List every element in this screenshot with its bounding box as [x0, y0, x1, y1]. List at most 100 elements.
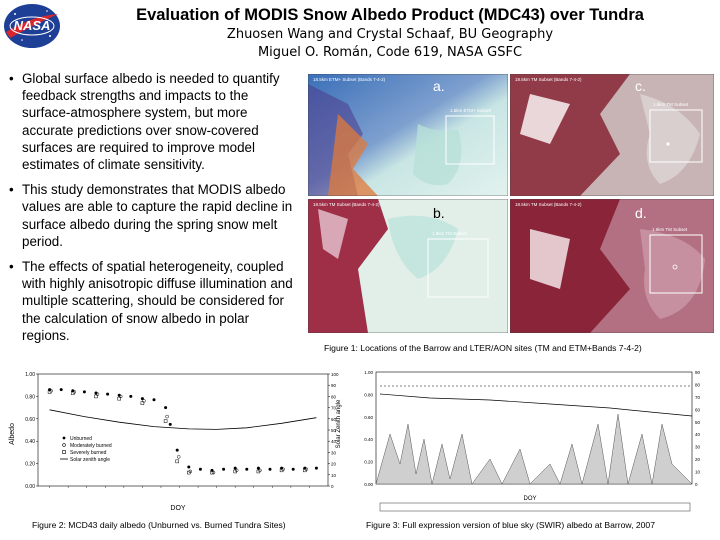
point-severely-burned — [303, 468, 307, 473]
figure2-legend: Unburned Moderately burned Severely burn… — [60, 436, 112, 463]
y2-tick-label: 60 — [695, 407, 701, 412]
bullet-item: The effects of spatial heterogeneity, co… — [8, 258, 300, 344]
point-unburned — [94, 391, 98, 395]
bullet-item: Global surface albedo is needed to quant… — [8, 70, 300, 173]
point-severely-burned — [71, 391, 75, 395]
point-unburned — [129, 394, 133, 398]
satellite-panel-caption: 18.5km TM Subset (Bands 7-4-2) — [313, 202, 380, 207]
legend-entry: Moderately burned — [70, 443, 112, 449]
satellite-panel-label: a. — [433, 78, 445, 94]
y2-axis-label: Solar Zenith angle — [336, 399, 342, 448]
point-severely-burned — [210, 470, 214, 475]
bullet-item: This study demonstrates that MODIS albed… — [8, 181, 300, 250]
y2-tick-label: 30 — [695, 445, 701, 450]
point-severely-burned — [175, 459, 179, 464]
point-unburned — [168, 422, 172, 426]
figure3-chart: 0.00 0.20 0.40 0.60 0.80 1.00 0 10 20 30 40 50 60 70… — [364, 370, 701, 512]
y-tick-label: 0.80 — [364, 392, 373, 397]
y-tick-label: 0.00 — [25, 484, 35, 490]
y-axis-label: Albedo — [9, 423, 16, 445]
point-unburned — [222, 467, 226, 471]
satellite-panel-c: 1.5km TM Subset 18.5km TM Subset (Bands … — [509, 73, 715, 197]
svg-text:1.5km ETM+ Subset: 1.5km ETM+ Subset — [450, 108, 492, 113]
legend-entry: Solar zenith angle — [70, 457, 110, 463]
y-tick-label: 0.20 — [364, 460, 373, 465]
y2-tick-label: 80 — [331, 394, 337, 399]
satellite-panel-caption: 18.5km TM Subset (Bands 7-4-2) — [515, 77, 582, 82]
point-unburned — [268, 467, 272, 471]
point-severely-burned — [187, 470, 191, 475]
point-unburned — [245, 467, 249, 471]
point-unburned — [59, 388, 63, 392]
y2-tick-label: 10 — [331, 473, 337, 478]
nasa-logo: NASA — [4, 4, 60, 48]
satellite-panel-caption: 18.5km ETM+ Subset (Bands 7-4-2) — [313, 77, 386, 82]
x-axis-label: DOY — [170, 505, 186, 512]
point-unburned — [152, 398, 156, 402]
y2-tick-label: 20 — [695, 457, 701, 462]
figure2-chart: 0.00 0.20 0.40 0.60 0.80 1.00 0 10 20 30 40 50 60 70… — [9, 372, 342, 512]
point-unburned — [291, 467, 295, 471]
satellite-image-c: 1.5km TM Subset — [509, 73, 715, 197]
svg-text:1.5km TM Subset: 1.5km TM Subset — [652, 227, 688, 232]
point-unburned — [198, 467, 202, 471]
authors-line-2: Miguel O. Román, Code 619, NASA GSFC — [257, 45, 523, 60]
satellite-panel-b: 1.5km TM Subset 18.5km TM Subset (Bands … — [307, 198, 509, 334]
figure3-legend — [379, 502, 691, 512]
figure2-caption: Figure 2: MCD43 daily albedo (Unburned v… — [32, 520, 286, 530]
logo-wordmark: NASA — [14, 18, 51, 33]
plot-frame — [37, 373, 329, 487]
y2-tick-label: 70 — [695, 395, 701, 400]
point-unburned — [175, 448, 179, 452]
y-tick-label: 0.40 — [25, 439, 35, 445]
legend-entry: Unburned — [70, 436, 92, 442]
y-tick-label: 0.20 — [25, 462, 35, 468]
y2-tick-label: 0 — [695, 482, 698, 487]
point-unburned — [314, 466, 318, 470]
point-severely-burned — [117, 396, 121, 401]
authors-line-1: Zhuosen Wang and Crystal Schaaf, BU Geog… — [226, 27, 554, 42]
point-severely-burned — [140, 401, 145, 405]
y2-tick-label: 70 — [331, 406, 337, 411]
y-tick-label: 0.60 — [364, 415, 373, 420]
bullet-list: Global surface albedo is needed to quant… — [8, 70, 300, 352]
svg-text:1.5km TM Subset: 1.5km TM Subset — [653, 102, 689, 107]
point-unburned — [106, 392, 110, 396]
satellite-panel-label: d. — [635, 205, 647, 221]
satellite-image-a: 1.5km ETM+ Subset — [307, 73, 509, 197]
point-severely-burned — [163, 419, 168, 423]
satellite-panel-label: c. — [635, 78, 646, 94]
point-moderately-burned — [165, 414, 169, 419]
y2-tick-label: 0 — [331, 484, 334, 489]
satellite-image-b: 1.5km TM Subset — [307, 198, 509, 334]
x-axis-label: DOY — [523, 496, 536, 502]
y2-tick-label: 40 — [331, 439, 337, 444]
y2-tick-label: 100 — [331, 372, 339, 377]
legend-entry: Severely burned — [70, 450, 107, 456]
point-severely-burned — [256, 469, 261, 474]
y-tick-label: 1.00 — [364, 370, 373, 375]
point-severely-burned — [233, 469, 237, 474]
y2-tick-label: 50 — [331, 428, 337, 433]
y2-tick-label: 50 — [695, 420, 701, 425]
point-unburned — [117, 393, 121, 397]
y2-tick-label: 10 — [695, 470, 701, 475]
y2-tick-label: 40 — [695, 432, 701, 437]
page-title: Evaluation of MODIS Snow Albedo Product … — [136, 6, 644, 24]
point-unburned — [164, 406, 168, 410]
satellite-image-d: 1.5km TM Subset — [509, 198, 715, 334]
point-unburned — [187, 465, 191, 469]
svg-text:1.5km TM Subset: 1.5km TM Subset — [432, 231, 468, 236]
point-severely-burned — [94, 394, 98, 399]
satellite-panel-caption: 18.5km TM Subset (Bands 7-4-2) — [515, 202, 582, 207]
y2-tick-label: 60 — [331, 417, 337, 422]
satellite-panel-d: 1.5km TM Subset 18.5km TM Subset (Bands … — [509, 198, 715, 334]
y2-tick-label: 90 — [331, 383, 337, 388]
solar-zenith-line — [49, 409, 317, 430]
point-moderately-burned — [176, 455, 181, 459]
y2-tick-label: 80 — [695, 382, 701, 387]
y-tick-label: 1.00 — [25, 372, 35, 378]
satellite-panel-label: b. — [433, 205, 445, 221]
y2-tick-label: 20 — [331, 462, 337, 467]
y-tick-label: 0.40 — [364, 437, 373, 442]
